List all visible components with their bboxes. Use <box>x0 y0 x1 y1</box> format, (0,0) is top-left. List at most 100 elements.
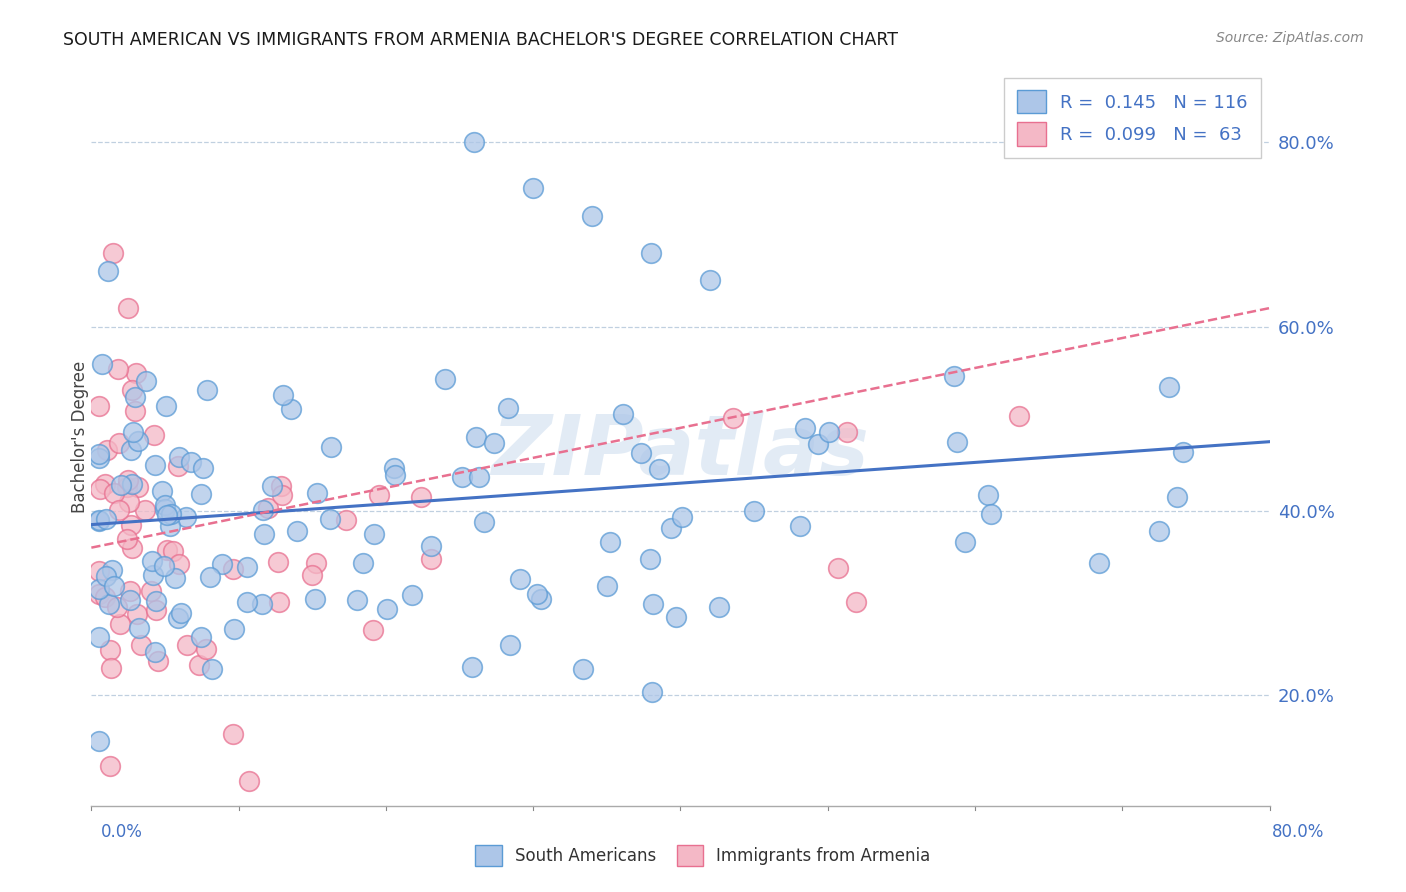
Point <box>97 597 120 611</box>
Point <box>280 401 302 416</box>
Point <box>318 511 340 525</box>
Point <box>596 579 619 593</box>
Point <box>222 727 245 741</box>
Point <box>827 561 849 575</box>
Point <box>346 593 368 607</box>
Point <box>305 485 328 500</box>
Point <box>647 462 669 476</box>
Point <box>224 622 246 636</box>
Point <box>472 515 495 529</box>
Point <box>257 500 280 515</box>
Point <box>368 488 391 502</box>
Point <box>384 468 406 483</box>
Point <box>105 600 128 615</box>
Point <box>818 425 841 439</box>
Point <box>382 460 405 475</box>
Text: SOUTH AMERICAN VS IMMIGRANTS FROM ARMENIA BACHELOR'S DEGREE CORRELATION CHART: SOUTH AMERICAN VS IMMIGRANTS FROM ARMENI… <box>63 31 898 49</box>
Point <box>980 507 1002 521</box>
Point <box>526 587 548 601</box>
Point <box>641 597 664 611</box>
Point <box>522 181 544 195</box>
Point <box>190 630 212 644</box>
Point <box>120 518 142 533</box>
Point <box>110 477 132 491</box>
Point <box>155 399 177 413</box>
Point <box>270 478 292 492</box>
Point <box>509 572 531 586</box>
Point <box>127 480 149 494</box>
Point <box>145 594 167 608</box>
Point <box>174 509 197 524</box>
Point <box>794 421 817 435</box>
Point <box>145 645 167 659</box>
Point <box>118 592 141 607</box>
Legend: R =  0.145   N = 116, R =  0.099   N =  63: R = 0.145 N = 116, R = 0.099 N = 63 <box>1004 78 1261 158</box>
Point <box>571 662 593 676</box>
Point <box>162 543 184 558</box>
Point <box>87 515 110 529</box>
Point <box>128 621 150 635</box>
Point <box>641 685 664 699</box>
Point <box>87 513 110 527</box>
Point <box>121 541 143 555</box>
Point <box>482 435 505 450</box>
Point <box>837 425 859 440</box>
Point <box>103 579 125 593</box>
Point <box>946 434 969 449</box>
Point <box>1088 556 1111 570</box>
Point <box>191 460 214 475</box>
Point <box>94 477 117 491</box>
Point <box>141 553 163 567</box>
Point <box>671 509 693 524</box>
Point <box>271 387 294 401</box>
Point <box>238 774 260 789</box>
Point <box>195 384 218 398</box>
Point <box>943 368 966 383</box>
Point <box>463 135 485 149</box>
Point <box>499 638 522 652</box>
Point <box>90 357 112 371</box>
Point <box>131 638 153 652</box>
Point <box>101 563 124 577</box>
Point <box>845 595 868 609</box>
Point <box>121 477 143 491</box>
Point <box>87 450 110 465</box>
Text: 0.0%: 0.0% <box>101 822 143 840</box>
Point <box>190 487 212 501</box>
Point <box>89 482 111 496</box>
Point <box>117 473 139 487</box>
Point <box>156 542 179 557</box>
Point <box>142 568 165 582</box>
Point <box>87 564 110 578</box>
Point <box>117 301 139 315</box>
Point <box>271 488 294 502</box>
Point <box>94 568 117 582</box>
Point <box>107 361 129 376</box>
Point <box>252 526 274 541</box>
Point <box>401 588 423 602</box>
Point <box>134 503 156 517</box>
Point <box>124 390 146 404</box>
Point <box>127 434 149 449</box>
Point <box>465 430 488 444</box>
Point <box>124 366 146 380</box>
Point <box>267 595 290 609</box>
Point <box>94 590 117 604</box>
Text: Source: ZipAtlas.com: Source: ZipAtlas.com <box>1216 31 1364 45</box>
Point <box>107 435 129 450</box>
Point <box>201 662 224 676</box>
Point <box>419 551 441 566</box>
Point <box>640 552 662 566</box>
Point <box>124 404 146 418</box>
Point <box>236 560 259 574</box>
Point <box>434 372 457 386</box>
Point <box>143 428 166 442</box>
Point <box>530 592 553 607</box>
Point <box>96 443 118 458</box>
Point <box>211 558 233 572</box>
Point <box>167 610 190 624</box>
Point <box>699 273 721 287</box>
Point <box>87 587 110 601</box>
Point <box>267 555 290 569</box>
Point <box>167 557 190 571</box>
